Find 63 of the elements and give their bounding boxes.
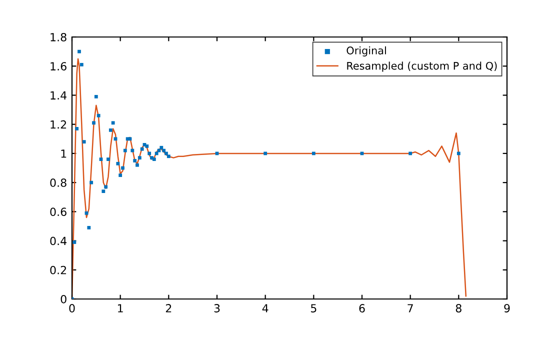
point [104, 185, 108, 189]
point [160, 146, 164, 150]
point [92, 121, 96, 125]
x-tick-label: 6 [359, 304, 365, 312]
point [118, 174, 122, 177]
x-tick-label: 9 [504, 304, 510, 312]
y-tick-label: 0.6 [50, 208, 66, 216]
x-tick-label: 8 [456, 304, 462, 312]
point [80, 62, 84, 66]
point [84, 211, 88, 215]
point [164, 152, 168, 156]
point [154, 152, 158, 156]
point [166, 154, 170, 158]
point [456, 152, 460, 156]
point [94, 94, 98, 98]
point [215, 152, 219, 156]
y-tick-label: 0.4 [50, 236, 67, 246]
y-tick-label: 0 [60, 294, 66, 304]
x-tick-label: 3 [214, 304, 220, 312]
point [102, 190, 106, 193]
point [140, 147, 144, 151]
x-tick-label: 0 [69, 304, 75, 312]
point [123, 148, 127, 152]
legend-label: Resampled (custom P and Q) [347, 62, 497, 72]
point [106, 158, 110, 161]
y-tick-label: 1.4 [50, 91, 67, 100]
y-tick-label: 1.8 [50, 32, 66, 42]
point [114, 137, 118, 141]
x-tick-label: 5 [310, 304, 316, 312]
point [128, 137, 132, 141]
point [138, 156, 142, 160]
point [408, 152, 412, 156]
point [145, 144, 149, 148]
x-tick-label: 1 [118, 304, 123, 312]
y-tick-label: 1.6 [50, 62, 66, 70]
point [121, 166, 124, 170]
x-tick-label: 4 [262, 304, 268, 312]
point [90, 180, 94, 184]
point [312, 152, 316, 156]
point [116, 162, 120, 166]
point [360, 152, 364, 156]
point [87, 226, 91, 230]
point [136, 163, 139, 167]
point [152, 158, 156, 161]
y-tick-label: 0.8 [50, 178, 66, 187]
point [108, 128, 112, 132]
point [130, 148, 134, 152]
point [96, 114, 100, 118]
point [111, 121, 115, 125]
y-tick-label: 1 [61, 150, 66, 158]
point [78, 50, 81, 54]
x-tick-label: 2 [166, 304, 172, 312]
point [264, 152, 268, 156]
point [148, 152, 152, 156]
x-tick-label: 7 [408, 304, 413, 312]
point [72, 240, 76, 244]
point [99, 158, 103, 161]
point [82, 140, 86, 144]
y-tick-label: 0.2 [50, 266, 66, 274]
point [75, 127, 79, 130]
y-tick-label: 1.2 [50, 120, 66, 129]
point [133, 159, 137, 162]
legend-label: Original [346, 46, 386, 56]
